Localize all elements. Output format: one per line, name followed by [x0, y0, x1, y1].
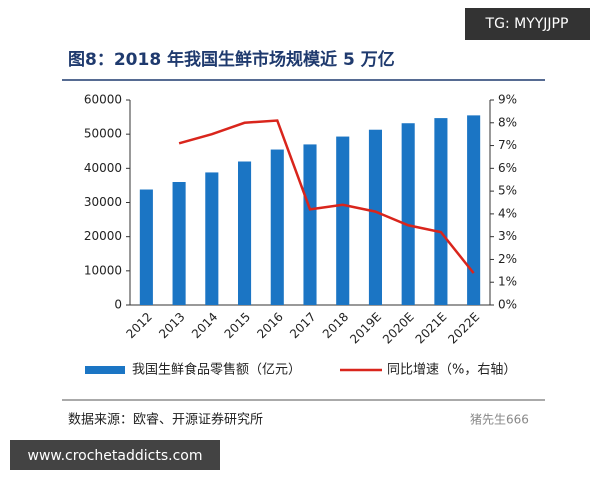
legend-label: 同比增速（%，右轴） [387, 363, 516, 378]
y2-tick-label: 7% [498, 138, 517, 152]
line [178, 119, 475, 274]
tag-text: www.crochetaddicts.com [28, 448, 203, 464]
y-tick-label: 40000 [84, 161, 122, 175]
y2-tick-label: 3% [498, 229, 517, 243]
x-tick-label: 2017 [287, 310, 318, 341]
y2-tick-label: 9% [498, 93, 517, 107]
tag-text: TG: MYYJJPP [485, 16, 569, 32]
y2-tick-label: 0% [498, 298, 517, 312]
bar [401, 123, 415, 305]
bar [336, 136, 350, 305]
y-tick-label: 10000 [84, 263, 122, 277]
x-tick-label: 2013 [156, 310, 187, 341]
bar [270, 149, 284, 305]
y-tick-label: 0 [114, 298, 122, 312]
bar [172, 182, 186, 305]
y-tick-label: 50000 [84, 127, 122, 141]
y2-tick-label: 1% [498, 275, 517, 289]
y-tick-label: 60000 [84, 93, 122, 107]
y-tick-label: 20000 [84, 229, 122, 243]
y2-tick-label: 4% [498, 206, 517, 220]
source: 数据来源：欧睿、开源证券研究所 [68, 412, 263, 428]
chart-title: 图8：2018 年我国生鲜市场规模近 5 万亿 [68, 49, 395, 70]
x-tick-label: 2015 [222, 310, 253, 341]
y2-tick-label: 2% [498, 252, 517, 266]
legend-label: 我国生鲜食品零售额（亿元） [132, 362, 301, 378]
tag-box [465, 8, 590, 40]
x-tick-label: 2016 [254, 310, 285, 341]
x-tick-label: 2021E [413, 310, 450, 347]
bar [368, 129, 382, 305]
bar [139, 189, 153, 305]
watermark: 猪先生666 [470, 413, 529, 427]
x-tick-label: 2014 [189, 310, 220, 341]
bar [434, 118, 448, 305]
x-tick-label: 2012 [123, 310, 154, 341]
x-tick-label: 2020E [380, 310, 417, 347]
tag-box [10, 440, 220, 470]
y2-tick-label: 5% [498, 184, 517, 198]
legend-swatch [85, 366, 125, 374]
y2-tick-label: 6% [498, 161, 517, 175]
x-tick-label: 2022E [445, 310, 482, 347]
y-tick-label: 30000 [84, 195, 122, 209]
bar [238, 161, 252, 305]
bar [303, 144, 317, 305]
bar [205, 172, 219, 305]
x-tick-label: 2019E [347, 310, 384, 347]
bar [467, 115, 481, 305]
y2-tick-label: 8% [498, 115, 517, 129]
